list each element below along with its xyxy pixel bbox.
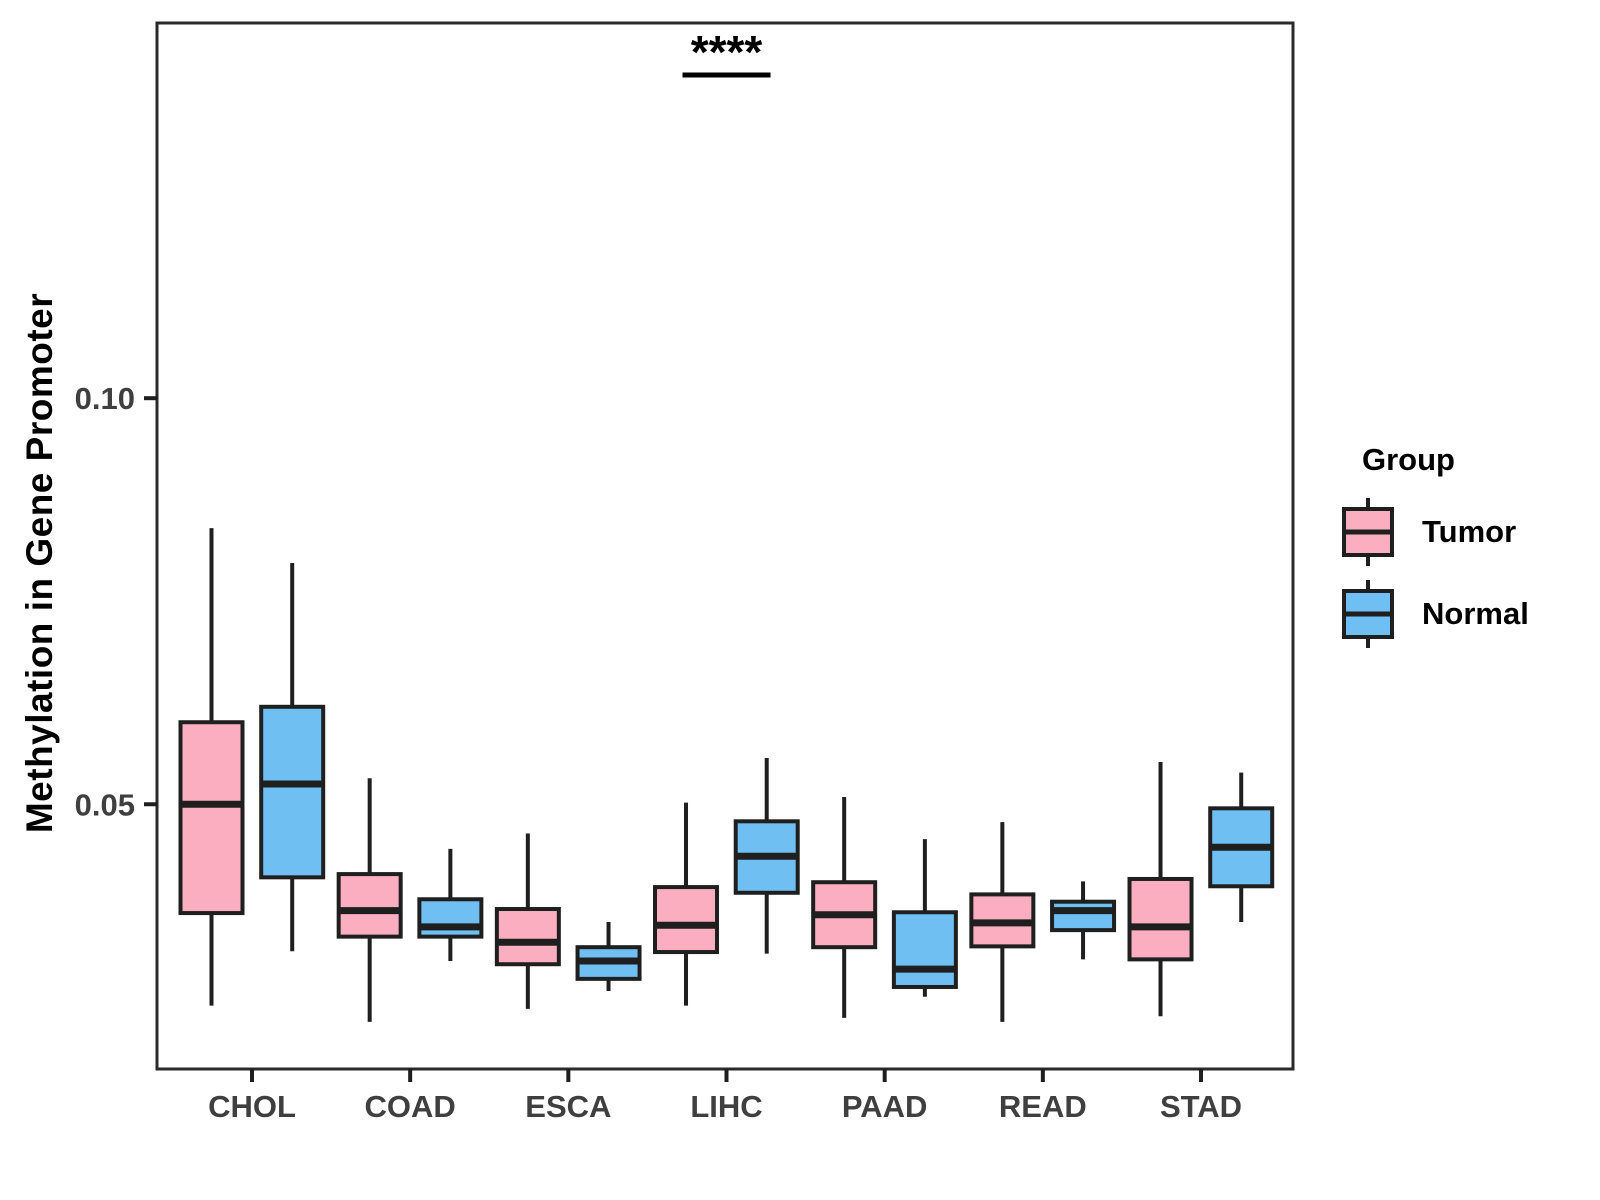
y-tick-label: 0.10 [75,381,135,416]
legend-title: Group [1362,442,1455,477]
x-tick-label-paad: PAAD [842,1089,928,1124]
box-chol-tumor [178,720,245,916]
legend-entry-tumor: Tumor [1332,496,1572,568]
box-read-normal [1050,899,1117,933]
box-chol-normal [259,704,326,880]
box-paad-normal [891,910,958,989]
plot-panel-border [155,21,1295,1071]
box-coad-normal [417,897,484,939]
tumor-boxplot-key-icon [1342,498,1394,566]
legend-label-normal: Normal [1422,596,1529,631]
x-tick-label-coad: COAD [365,1089,456,1124]
y-axis-title: Methylation in Gene Promoter [19,292,60,834]
significance-stars: **** [691,26,763,78]
y-tick-label: 0.05 [75,787,135,822]
x-tick-label-stad: STAD [1160,1089,1242,1124]
x-tick-label-read: READ [999,1089,1087,1124]
legend: Group Tumor Normal [1332,442,1572,660]
x-tick-label-esca: ESCA [525,1089,611,1124]
box-lihc-tumor [653,885,720,955]
box-esca-tumor [494,907,561,967]
legend-entry-normal: Normal [1332,578,1572,650]
normal-boxplot-key-icon [1342,580,1394,648]
box-stad-tumor [1127,876,1194,962]
x-tick-label-chol: CHOL [208,1089,296,1124]
box-coad-tumor [336,872,403,939]
legend-label-tumor: Tumor [1422,514,1517,549]
x-tick-label-lihc: LIHC [690,1089,762,1124]
